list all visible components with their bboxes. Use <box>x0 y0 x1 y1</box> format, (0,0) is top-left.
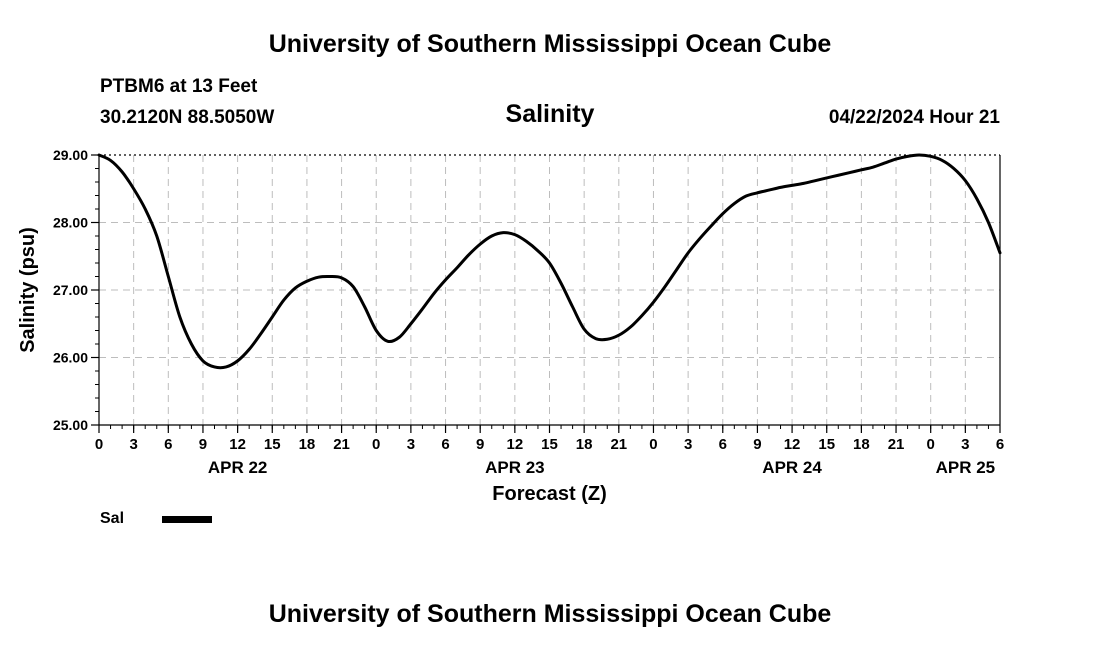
station-coordinates: 30.2120N 88.5050W <box>100 107 275 128</box>
x-tick-label: 0 <box>95 436 103 453</box>
x-tick-label: 21 <box>333 436 350 453</box>
y-tick-label: 28.00 <box>53 215 88 231</box>
legend-swatch <box>162 516 212 523</box>
footer-title: University of Southern Mississippi Ocean… <box>268 600 832 628</box>
x-tick-label: 3 <box>129 436 137 453</box>
x-tick-label: 6 <box>996 436 1004 453</box>
x-tick-label: 12 <box>507 436 524 453</box>
series-line-salinity <box>97 153 1002 370</box>
x-tick-label: 15 <box>541 436 558 453</box>
y-tick-label: 29.00 <box>53 147 88 163</box>
x-tick-label: 9 <box>753 436 761 453</box>
x-tick-label: 0 <box>927 436 935 453</box>
x-tick-label: 18 <box>853 436 870 453</box>
x-tick-label: 0 <box>649 436 657 453</box>
y-tick-label: 27.00 <box>53 282 88 298</box>
x-tick-label: 3 <box>407 436 415 453</box>
y-tick-label: 25.00 <box>53 417 88 433</box>
x-tick-label: 6 <box>441 436 449 453</box>
x-tick-label: 21 <box>610 436 627 453</box>
x-tick-label: 0 <box>372 436 380 453</box>
x-tick-label: 12 <box>784 436 801 453</box>
x-tick-label: 3 <box>961 436 969 453</box>
forecast-datetime: 04/22/2024 Hour 21 <box>828 107 1000 128</box>
date-label: APR 23 <box>485 458 545 477</box>
x-tick-label: 21 <box>888 436 905 453</box>
x-tick-label: 18 <box>299 436 316 453</box>
x-axis-label: Forecast (Z) <box>492 483 606 505</box>
date-label: APR 24 <box>762 458 822 477</box>
x-tick-label: 6 <box>719 436 727 453</box>
legend-label: Sal <box>100 510 125 527</box>
x-tick-label: 12 <box>229 436 246 453</box>
page-title: University of Southern Mississippi Ocean… <box>268 30 832 58</box>
x-tick-label: 9 <box>476 436 484 453</box>
date-label: APR 25 <box>936 458 996 477</box>
x-tick-label: 3 <box>684 436 692 453</box>
date-label: APR 22 <box>208 458 268 477</box>
x-tick-label: 15 <box>818 436 835 453</box>
x-tick-label: 6 <box>164 436 172 453</box>
x-tick-label: 15 <box>264 436 281 453</box>
station-name: PTBM6 at 13 Feet <box>100 76 258 97</box>
chart-title: Salinity <box>505 100 595 128</box>
x-tick-label: 18 <box>576 436 593 453</box>
y-tick-label: 26.00 <box>53 350 88 366</box>
y-axis-label: Salinity (psu) <box>17 227 39 353</box>
x-tick-label: 9 <box>199 436 207 453</box>
